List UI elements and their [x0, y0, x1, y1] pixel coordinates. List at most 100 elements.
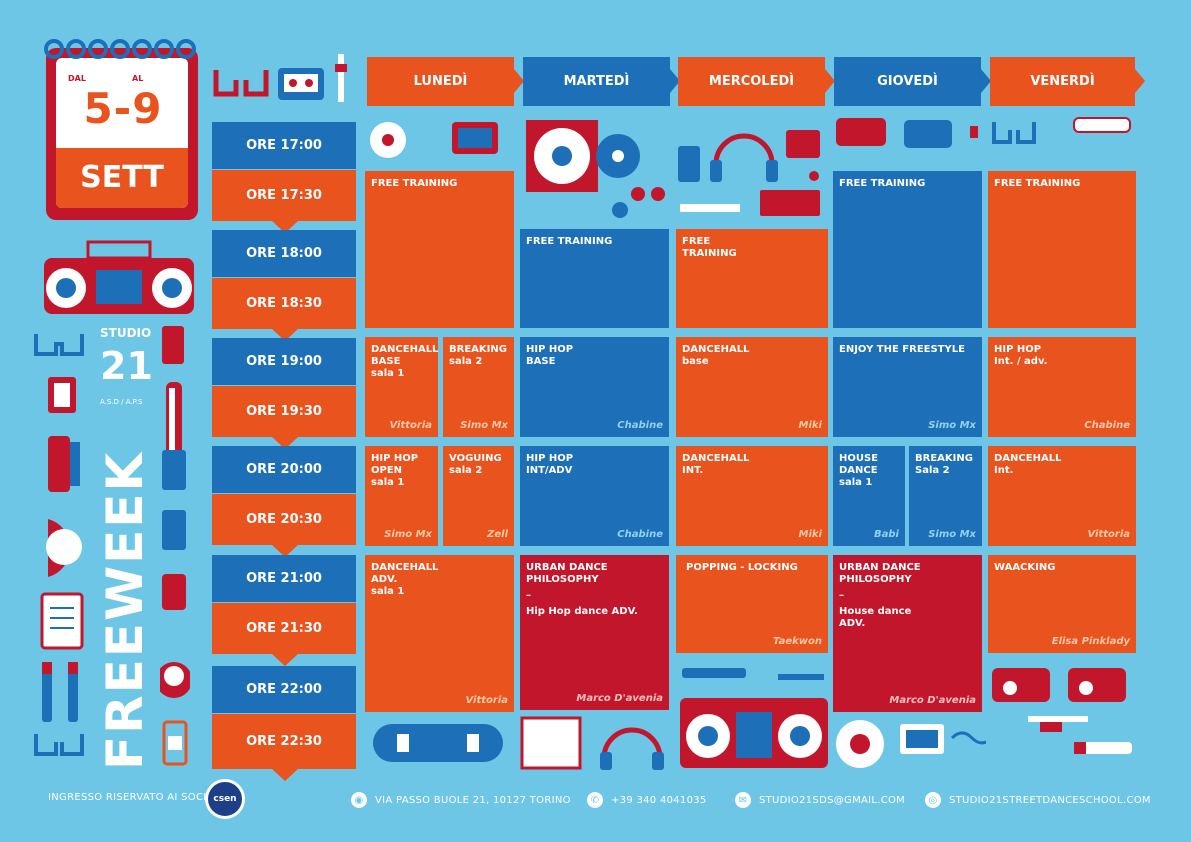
class-thu-free-training[interactable]: FREE TRAINING	[833, 171, 982, 328]
cap-icon	[46, 519, 82, 577]
class-fri-hiphop[interactable]: HIP HOP Int. / adv. Chabine	[988, 337, 1136, 437]
sneakers-icon	[992, 668, 1132, 754]
skateboard-icon	[373, 724, 503, 762]
footer-members-note: INGRESSO RISERVATO AI SOCI	[48, 792, 207, 803]
teacher-name: Marco D'avenia	[576, 693, 663, 704]
spray-can-icon	[160, 326, 190, 698]
time-slot: ORE 22:30	[212, 714, 356, 769]
class-mon-free-training[interactable]: FREE TRAINING	[365, 171, 514, 328]
day-header-wednesday: MERCOLEDÌ	[678, 57, 835, 106]
footer-phone[interactable]: ✆ +39 340 4041035	[587, 792, 707, 808]
glasses-icon	[34, 334, 84, 356]
notepad-icon	[40, 592, 84, 650]
spray-markers-icon	[42, 662, 78, 722]
glasses-icon	[213, 70, 269, 97]
time-slot: ORE 21:00	[212, 555, 356, 602]
class-thu-enjoy-the-freestyle[interactable]: ENJOY THE FREESTYLE Simo Mx	[833, 337, 982, 437]
time-slot: ORE 19:00	[212, 338, 356, 385]
class-wed-free-training[interactable]: FREE TRAINING	[676, 229, 828, 328]
teacher-name: Simo Mx	[928, 529, 976, 540]
email-icon: ✉	[735, 792, 751, 808]
teacher-name: Vittoria	[389, 420, 432, 431]
class-wed-dancehall-int[interactable]: DANCEHALL INT. Miki	[676, 446, 828, 546]
teacher-name: Chabine	[617, 420, 663, 431]
teacher-name: Miki	[798, 529, 822, 540]
class-fri-waacking[interactable]: WAACKING Elisa Pinklady	[988, 555, 1136, 653]
time-slot: ORE 21:30	[212, 603, 356, 654]
boombox-icon	[680, 668, 828, 768]
time-slot: ORE 17:00	[212, 122, 356, 169]
boombox-icon	[44, 240, 194, 314]
footer-email[interactable]: ✉ STUDIO21SDS@GMAIL.COM	[735, 792, 905, 808]
teacher-name: Miki	[798, 420, 822, 431]
time-slot: ORE 18:00	[212, 230, 356, 277]
studio-asd: A.S.D / A.P.S	[100, 398, 143, 406]
time-slot: ORE 19:30	[212, 386, 356, 437]
teacher-name: Simo Mx	[460, 420, 508, 431]
teacher-name: Simo Mx	[384, 529, 432, 540]
class-mon-dancehall-base[interactable]: DANCEHALL BASE sala 1 Vittoria	[365, 337, 438, 437]
footer-website[interactable]: ◎ STUDIO21STREETDANCESCHOOL.COM	[925, 792, 1151, 808]
time-slot: ORE 20:00	[212, 446, 356, 493]
time-slot: ORE 20:30	[212, 494, 356, 545]
class-wed-dancehall-base[interactable]: DANCEHALL base Miki	[676, 337, 828, 437]
time-slot: ORE 18:30	[212, 278, 356, 329]
class-thu-house-dance[interactable]: HOUSE DANCE sala 1 Babi	[833, 446, 905, 546]
date-range: 5-9	[83, 84, 163, 133]
studio-logo: STUDIO 21 A.S.D / A.P.S	[96, 322, 158, 422]
cassette-icon	[48, 377, 76, 413]
class-fri-dancehall-int[interactable]: DANCEHALL Int. Vittoria	[988, 446, 1136, 546]
teacher-name: Chabine	[1084, 420, 1130, 431]
day-header-tuesday: MARTEDÌ	[523, 57, 680, 106]
time-slot: ORE 17:30	[212, 170, 356, 221]
freeweek-title: FREEWEEK	[96, 450, 154, 770]
calendar-rings-icon	[44, 39, 196, 59]
teacher-name: Taekwon	[772, 636, 822, 647]
teacher-name: Elisa Pinklady	[1051, 636, 1130, 647]
date-badge: DAL AL 5-9 SETT	[46, 48, 198, 220]
teacher-name: Simo Mx	[928, 420, 976, 431]
sneaker-icon	[48, 436, 80, 492]
lock-icon	[162, 720, 188, 766]
class-tue-urban-dance-philosophy[interactable]: URBAN DANCE PHILOSOPHY – Hip Hop dance A…	[520, 555, 669, 710]
day-header-monday: LUNEDÌ	[367, 57, 524, 106]
class-thu-breaking[interactable]: BREAKING Sala 2 Simo Mx	[909, 446, 982, 546]
csen-logo: csen	[205, 779, 245, 819]
date-dal-label: DAL	[68, 74, 86, 83]
studio-label: STUDIO	[100, 326, 152, 340]
class-thu-urban-dance-philosophy[interactable]: URBAN DANCE PHILOSOPHY – House dance ADV…	[833, 555, 982, 712]
glasses-icon	[34, 734, 84, 756]
teacher-name: Babi	[874, 529, 899, 540]
record-cassette-icon	[836, 720, 986, 768]
turntable-icon	[370, 120, 665, 218]
date-month: SETT	[80, 160, 164, 195]
class-wed-popping-locking[interactable]: POPPING - LOCKING Taekwon	[676, 555, 828, 653]
equalizer-icon	[520, 716, 664, 770]
globe-icon: ◎	[925, 792, 941, 808]
teacher-name: Vittoria	[1087, 529, 1130, 540]
class-tue-hiphop-base[interactable]: HIP HOP BASE Chabine	[520, 337, 669, 437]
sneakers-icon	[836, 117, 1131, 148]
day-header-thursday: GIOVEDÌ	[834, 57, 991, 106]
location-pin-icon: ◉	[351, 792, 367, 808]
headphones-icon	[678, 130, 820, 216]
teacher-name: Zell	[487, 529, 508, 540]
day-header-friday: VENERDÌ	[990, 57, 1145, 106]
time-slot: ORE 22:00	[212, 666, 356, 713]
phone-icon: ✆	[587, 792, 603, 808]
class-mon-dancehall-adv[interactable]: DANCEHALL ADV. sala 1 Vittoria	[365, 555, 514, 712]
class-fri-free-training[interactable]: FREE TRAINING	[988, 171, 1136, 328]
cassette-icon	[278, 68, 324, 100]
footer-address: ◉ VIA PASSO BUOLE 21, 10127 TORINO	[351, 792, 571, 808]
class-mon-breaking[interactable]: BREAKING sala 2 Simo Mx	[443, 337, 514, 437]
teacher-name: Vittoria	[465, 695, 508, 706]
studio-number: 21	[100, 344, 153, 388]
teacher-name: Chabine	[617, 529, 663, 540]
class-mon-voguing[interactable]: VOGUING sala 2 Zell	[443, 446, 514, 546]
class-tue-hiphop-int-adv[interactable]: HIP HOP INT/ADV Chabine	[520, 446, 669, 546]
class-tue-free-training[interactable]: FREE TRAINING	[520, 229, 669, 328]
date-al-label: AL	[132, 74, 144, 83]
teacher-name: Marco D'avenia	[889, 695, 976, 706]
microphone-stand-icon	[335, 54, 347, 102]
class-mon-hiphop-open[interactable]: HIP HOP OPEN sala 1 Simo Mx	[365, 446, 438, 546]
